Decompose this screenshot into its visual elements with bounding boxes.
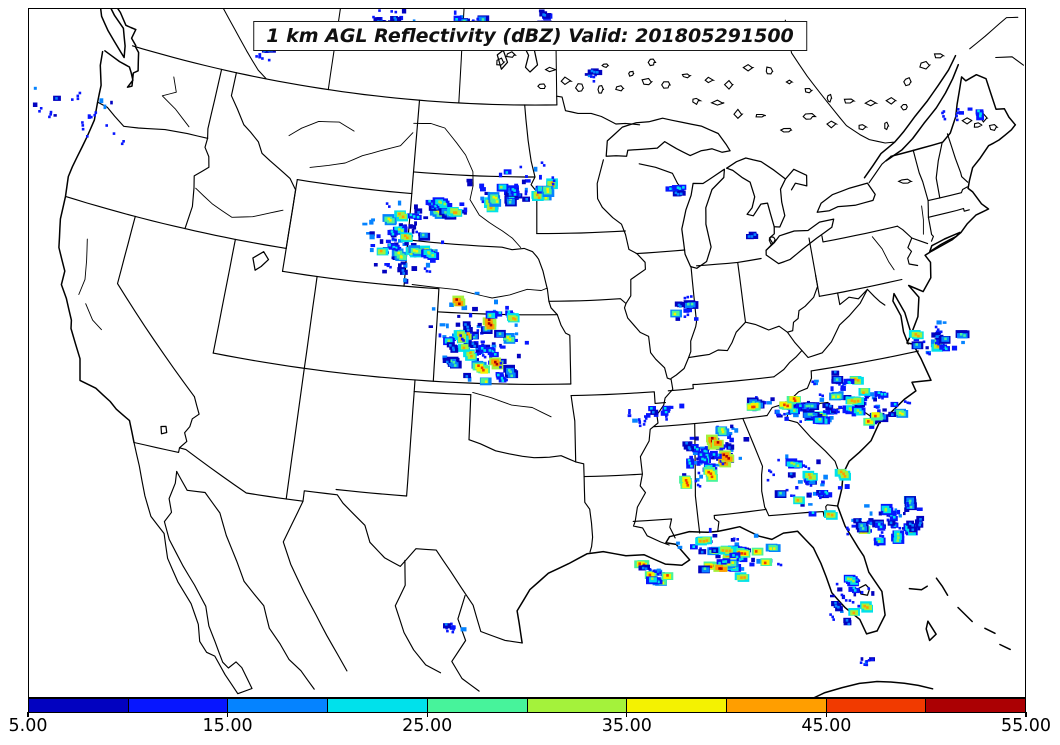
colorbar-tick-label: 15.00 <box>202 716 253 736</box>
map-layers <box>32 8 1025 698</box>
colorbar-tick-label: 5.00 <box>8 716 48 736</box>
colorbar-tick-label: 45.00 <box>801 716 852 736</box>
colorbar-tick <box>426 712 428 717</box>
colorbar-segment <box>227 699 328 712</box>
colorbar-segment <box>29 699 128 712</box>
colorbar-tick <box>626 712 628 717</box>
colorbar-segment <box>327 699 427 712</box>
colorbar-segment <box>127 699 228 712</box>
colorbar-segment <box>925 699 1026 712</box>
colorbar-tick-label: 55.00 <box>1000 716 1052 736</box>
colorbar-segment <box>825 699 926 712</box>
colorbar <box>28 698 1026 713</box>
colorbar-tick-label: 35.00 <box>601 716 652 736</box>
colorbar-segment <box>725 699 826 712</box>
colorbar-segment <box>526 699 627 712</box>
colorbar-tick <box>825 712 828 717</box>
radar-echoes <box>32 8 984 667</box>
colorbar-tick-label: 25.00 <box>402 716 453 736</box>
map-title-text: 1 km AGL Reflectivity (dBZ) Valid: 20180… <box>266 25 794 47</box>
colorbar-segment <box>426 699 527 712</box>
colorbar-tick <box>226 712 229 717</box>
colorbar-tick <box>1025 712 1027 717</box>
colorbar-tick <box>27 712 29 717</box>
map-title: 1 km AGL Reflectivity (dBZ) Valid: 20180… <box>253 21 807 51</box>
colorbar-segment <box>626 699 726 712</box>
small-lakes <box>496 51 999 245</box>
base-map-borders <box>58 8 1025 698</box>
